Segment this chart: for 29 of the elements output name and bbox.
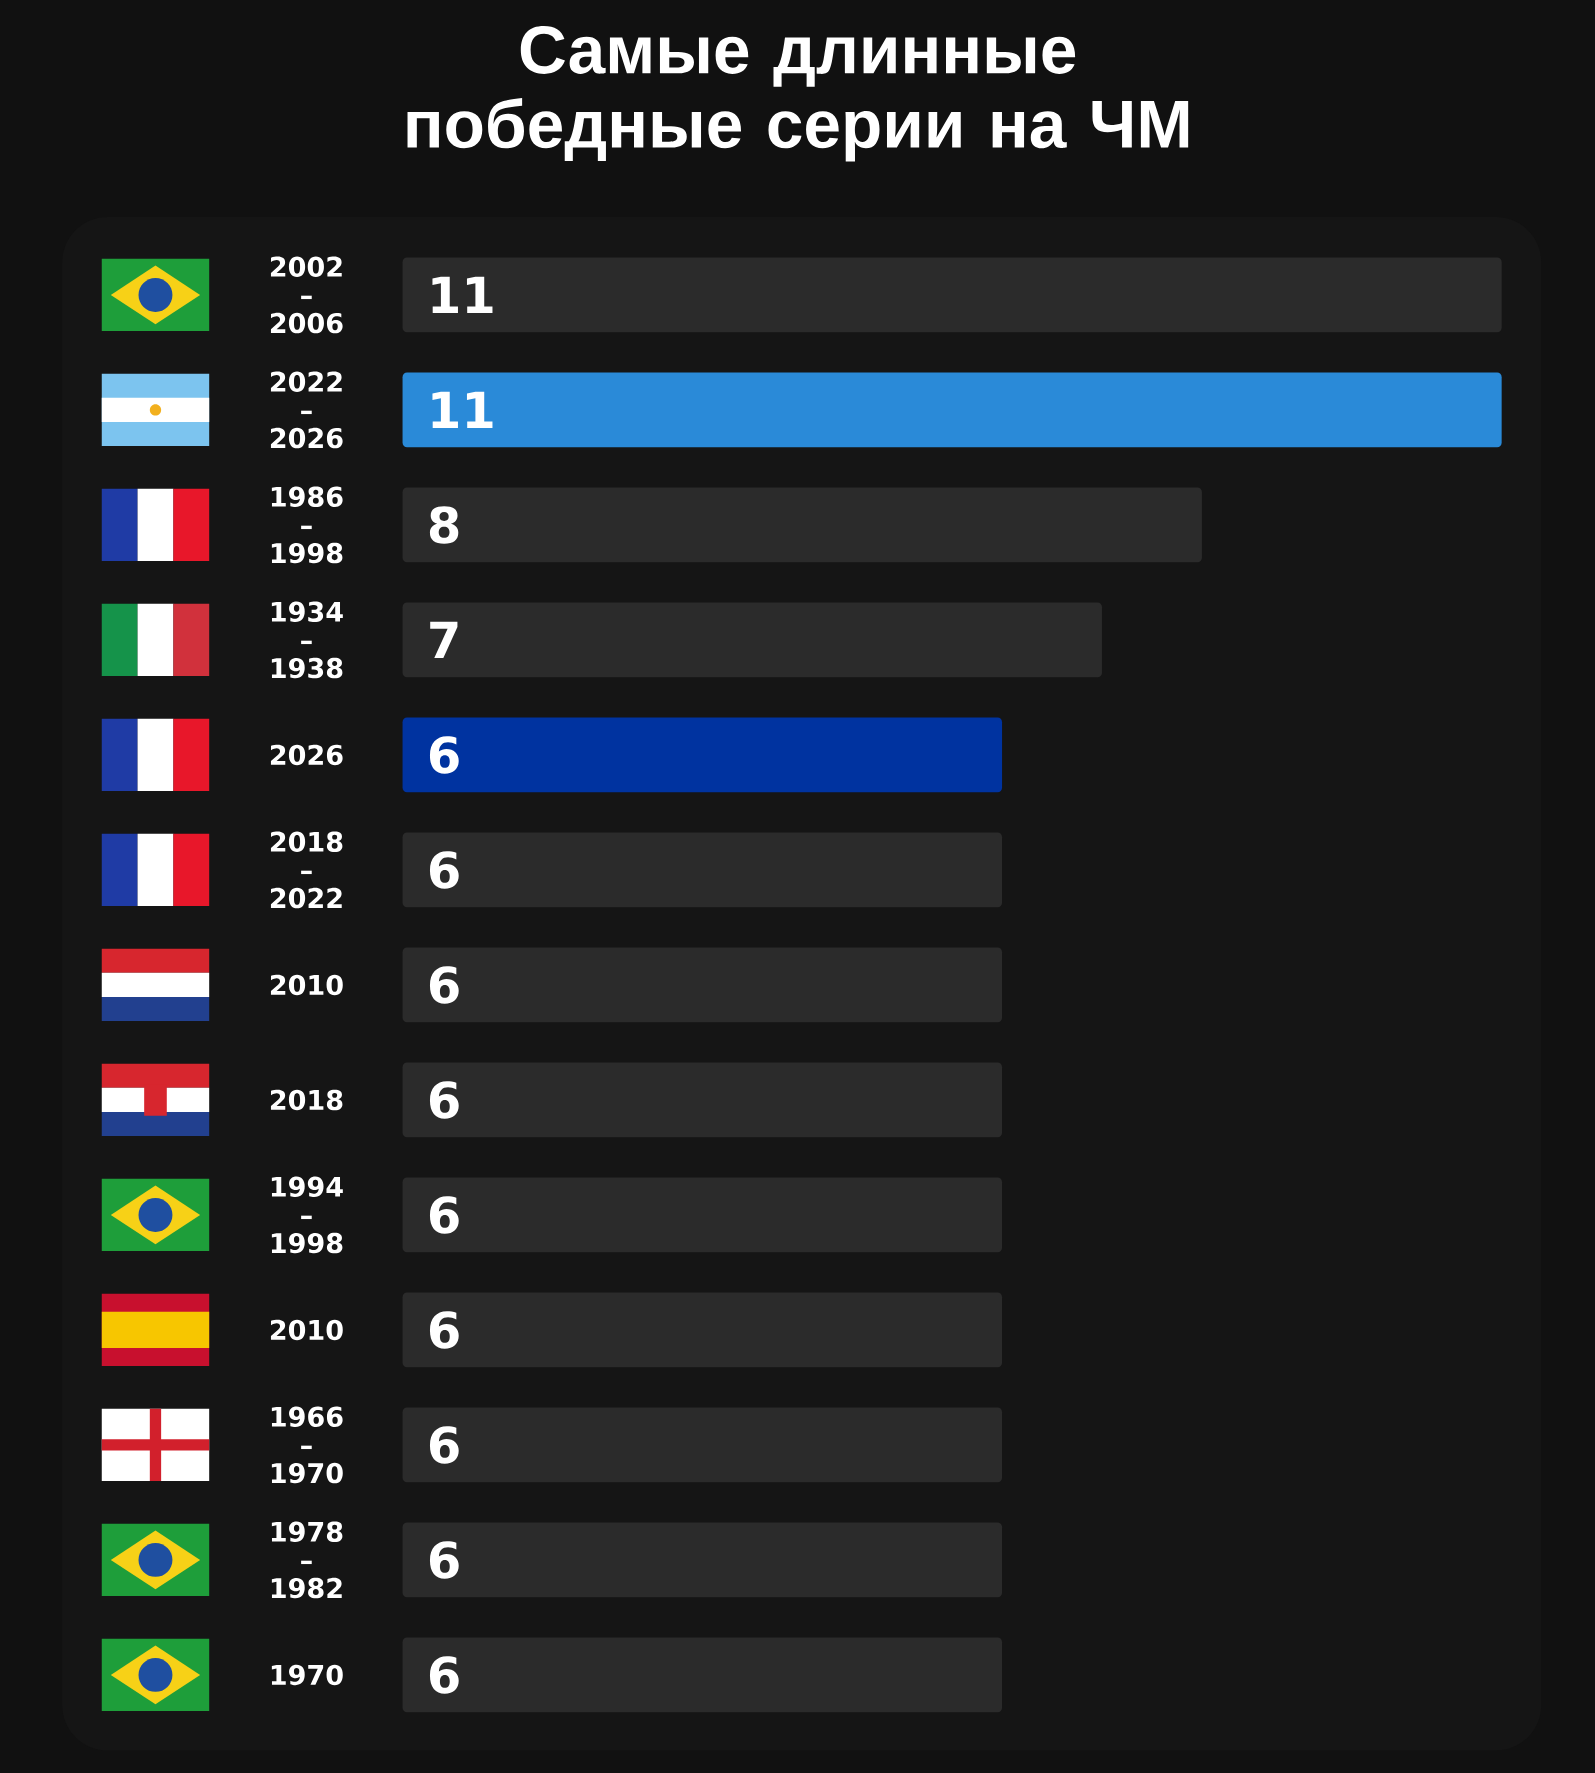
data-label: 6: [429, 851, 459, 889]
y-tick-label: 2010: [270, 1319, 343, 1341]
y-tick-label: 2010: [270, 974, 343, 996]
data-label: 6: [429, 736, 459, 774]
data-label: 6: [429, 966, 459, 1004]
data-label: 6: [429, 1656, 459, 1694]
data-label: 11: [432, 391, 493, 428]
y-tick-label: 2022 – 2026: [270, 371, 343, 449]
y-tick-label: 1978 – 1982: [271, 1521, 343, 1599]
data-label: 7: [429, 621, 458, 658]
y-tick-label: 2026: [270, 744, 343, 766]
data-label: 6: [429, 1196, 459, 1234]
y-tick-label: 1986 – 1998: [271, 486, 343, 564]
bar: [402, 717, 1002, 793]
data-label: 6: [429, 1081, 459, 1119]
data-label: 6: [429, 1311, 459, 1349]
data-label: 6: [429, 1541, 459, 1579]
y-tick-label: 2018 – 2022: [270, 831, 343, 909]
y-tick-label: 2018: [270, 1089, 343, 1111]
y-tick-label: 1970: [271, 1664, 343, 1686]
y-tick-label: 1934 – 1938: [271, 601, 343, 679]
bar: [402, 372, 1502, 448]
data-label: 8: [429, 506, 459, 544]
y-tick-label: 1966 – 1970: [271, 1406, 343, 1484]
data-label: 11: [432, 276, 493, 314]
y-tick-label: 1994 – 1998: [271, 1176, 343, 1254]
chart-title: Самые длинные победные серии на ЧМ: [407, 26, 1188, 162]
y-tick-label: 2002 – 2006: [270, 256, 343, 334]
data-label: 6: [429, 1426, 459, 1464]
